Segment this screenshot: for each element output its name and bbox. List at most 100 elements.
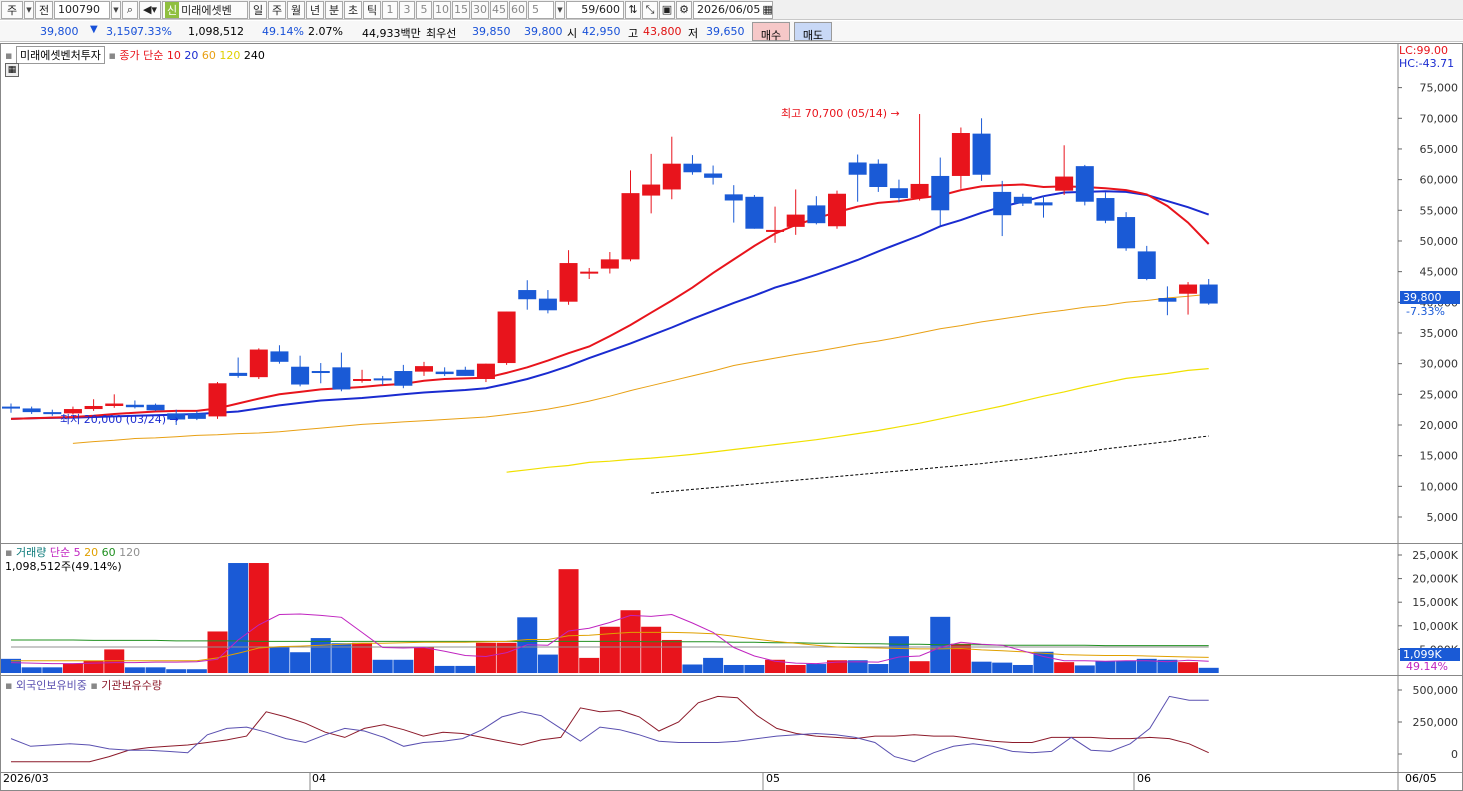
interval-button-45[interactable]: 45 xyxy=(490,0,508,19)
tab-period-4[interactable]: 분 xyxy=(325,0,343,19)
interval-button-1[interactable]: 1 xyxy=(382,0,398,19)
candle-body xyxy=(43,412,62,415)
candle-body xyxy=(332,367,351,390)
candle-body xyxy=(538,298,557,311)
date-label-mar: 2026/03 xyxy=(3,772,49,785)
tab-period-6[interactable]: 틱 xyxy=(363,0,381,19)
current-pct-label: -7.33% xyxy=(1406,305,1445,318)
candle-body xyxy=(621,193,640,260)
interval-button-60[interactable]: 60 xyxy=(509,0,527,19)
volume-bar xyxy=(414,647,434,673)
chart-type-select[interactable]: 주 xyxy=(1,0,23,19)
holding-tick-label: 500,000 xyxy=(1413,684,1459,697)
candle-body xyxy=(456,369,475,376)
price-tick-label: 10,000 xyxy=(1420,480,1459,493)
interval-button-5[interactable]: 5 xyxy=(416,0,432,19)
price-tick-label: 65,000 xyxy=(1420,143,1459,156)
candle-body xyxy=(828,193,846,227)
calendar-icon[interactable]: ▦ xyxy=(762,3,773,16)
quote-price: 39,800 xyxy=(40,25,79,38)
tab-period-1[interactable]: 주 xyxy=(268,0,286,19)
volume-bar xyxy=(186,669,207,673)
zoom-in-icon[interactable]: ⇅ xyxy=(625,0,641,19)
interval-button-3[interactable]: 3 xyxy=(399,0,415,19)
gear-icon[interactable]: ⚙ xyxy=(676,0,692,19)
chart-svg[interactable]: 5,000 10,000 15,000 20,000 25,000 30,000 35,00… xyxy=(0,43,1463,791)
candle-body xyxy=(105,403,124,406)
candle-body xyxy=(745,196,764,229)
tab-period-3[interactable]: 년 xyxy=(306,0,324,19)
date-label-apr: 04 xyxy=(312,772,326,785)
candle-body xyxy=(518,290,537,300)
vma60-label: 60 xyxy=(101,546,116,559)
count-input[interactable]: 59/600 xyxy=(566,0,624,19)
buy-button[interactable]: 매수 xyxy=(752,22,790,42)
candle-body xyxy=(786,214,805,227)
quote-change-pct: -7.33% xyxy=(133,25,172,38)
price-legend: ▪ 미래에셋벤처투자 ▪ 종가 단순 10 20 60 120 240 xyxy=(5,46,265,64)
volume-legend: ▪ 거래량 단순 5 20 60 120 xyxy=(5,544,140,560)
interval-dropdown-icon[interactable]: ▼ xyxy=(555,0,565,19)
volume-tick-label: 10,000K xyxy=(1412,620,1458,633)
date-input[interactable]: 2026/06/05 ▦ xyxy=(693,0,773,19)
chart-area[interactable]: 5,000 10,000 15,000 20,000 25,000 30,000 35,00… xyxy=(0,43,1463,791)
code-value: 100790 xyxy=(58,3,100,16)
interval-label: 45 xyxy=(492,3,506,16)
volume-bar xyxy=(1054,662,1075,673)
volume-bar xyxy=(682,664,703,673)
date-label-jun: 06 xyxy=(1137,772,1151,785)
price-tick-label: 5,000 xyxy=(1427,511,1459,524)
holding-tick-label: 0 xyxy=(1451,748,1458,761)
tab-period-2[interactable]: 월 xyxy=(287,0,305,19)
tab-period-label: 월 xyxy=(290,3,302,17)
stock-name-field[interactable]: 신 미래에셋벤 xyxy=(162,0,248,19)
volume-bar xyxy=(1198,667,1219,673)
series-button[interactable]: 전 xyxy=(35,0,53,19)
candle-body xyxy=(311,371,330,374)
tool-icon[interactable]: ⤡ xyxy=(642,0,658,19)
tab-period-0[interactable]: 일 xyxy=(249,0,267,19)
volume-bar xyxy=(641,626,662,673)
high-annotation: 최고 70,700 (05/14) → xyxy=(781,105,900,121)
tab-period-label: 틱 xyxy=(366,3,378,17)
candle-body xyxy=(1158,298,1177,302)
price-tick-label: 45,000 xyxy=(1420,266,1459,279)
chart-type-dropdown-icon[interactable]: ▼ xyxy=(24,0,34,19)
save-icon[interactable]: ▣ xyxy=(659,0,675,19)
high-value: 43,800 xyxy=(643,25,682,38)
volume-bar xyxy=(475,642,496,673)
speaker-icon[interactable]: ◀▾ xyxy=(139,0,161,19)
code-dropdown-icon[interactable]: ▼ xyxy=(111,0,121,19)
hc-label: HC:-43.71 xyxy=(1399,57,1455,70)
holding-pane xyxy=(10,695,1209,763)
current-vol-pct: 49.14% xyxy=(1406,660,1448,673)
foreign-line xyxy=(10,695,1209,763)
interval-input[interactable]: 5 xyxy=(528,0,554,19)
arrow-right-icon: → xyxy=(169,413,179,426)
code-input[interactable]: 100790 xyxy=(54,0,110,19)
interval-button-10[interactable]: 10 xyxy=(433,0,451,19)
candle-body xyxy=(373,378,392,381)
interval-button-30[interactable]: 30 xyxy=(471,0,489,19)
date-value: 2026/06/05 xyxy=(697,3,761,16)
candle-body xyxy=(580,271,599,274)
volume-bar xyxy=(909,661,930,673)
interval-button-15[interactable]: 15 xyxy=(452,0,470,19)
volume-bar xyxy=(558,569,579,673)
search-icon[interactable]: ⌕ xyxy=(122,0,138,19)
company-box[interactable]: 미래에셋벤처투자 xyxy=(15,46,105,64)
tab-period-5[interactable]: 초 xyxy=(344,0,362,19)
table-toggle-icon[interactable]: ▦ xyxy=(5,63,19,77)
stock-name: 미래에셋벤 xyxy=(181,3,232,17)
candle-body xyxy=(724,194,743,201)
series-label: 전 xyxy=(38,3,50,17)
candle-body xyxy=(84,405,103,410)
sell-button[interactable]: 매도 xyxy=(794,22,832,42)
volume-bar xyxy=(145,667,166,673)
candle-body xyxy=(889,188,908,199)
volume-bar xyxy=(599,626,620,673)
candle-body xyxy=(1179,284,1198,294)
volume-bar xyxy=(269,646,290,673)
candle-body xyxy=(993,191,1012,216)
volume-bar xyxy=(83,660,104,673)
